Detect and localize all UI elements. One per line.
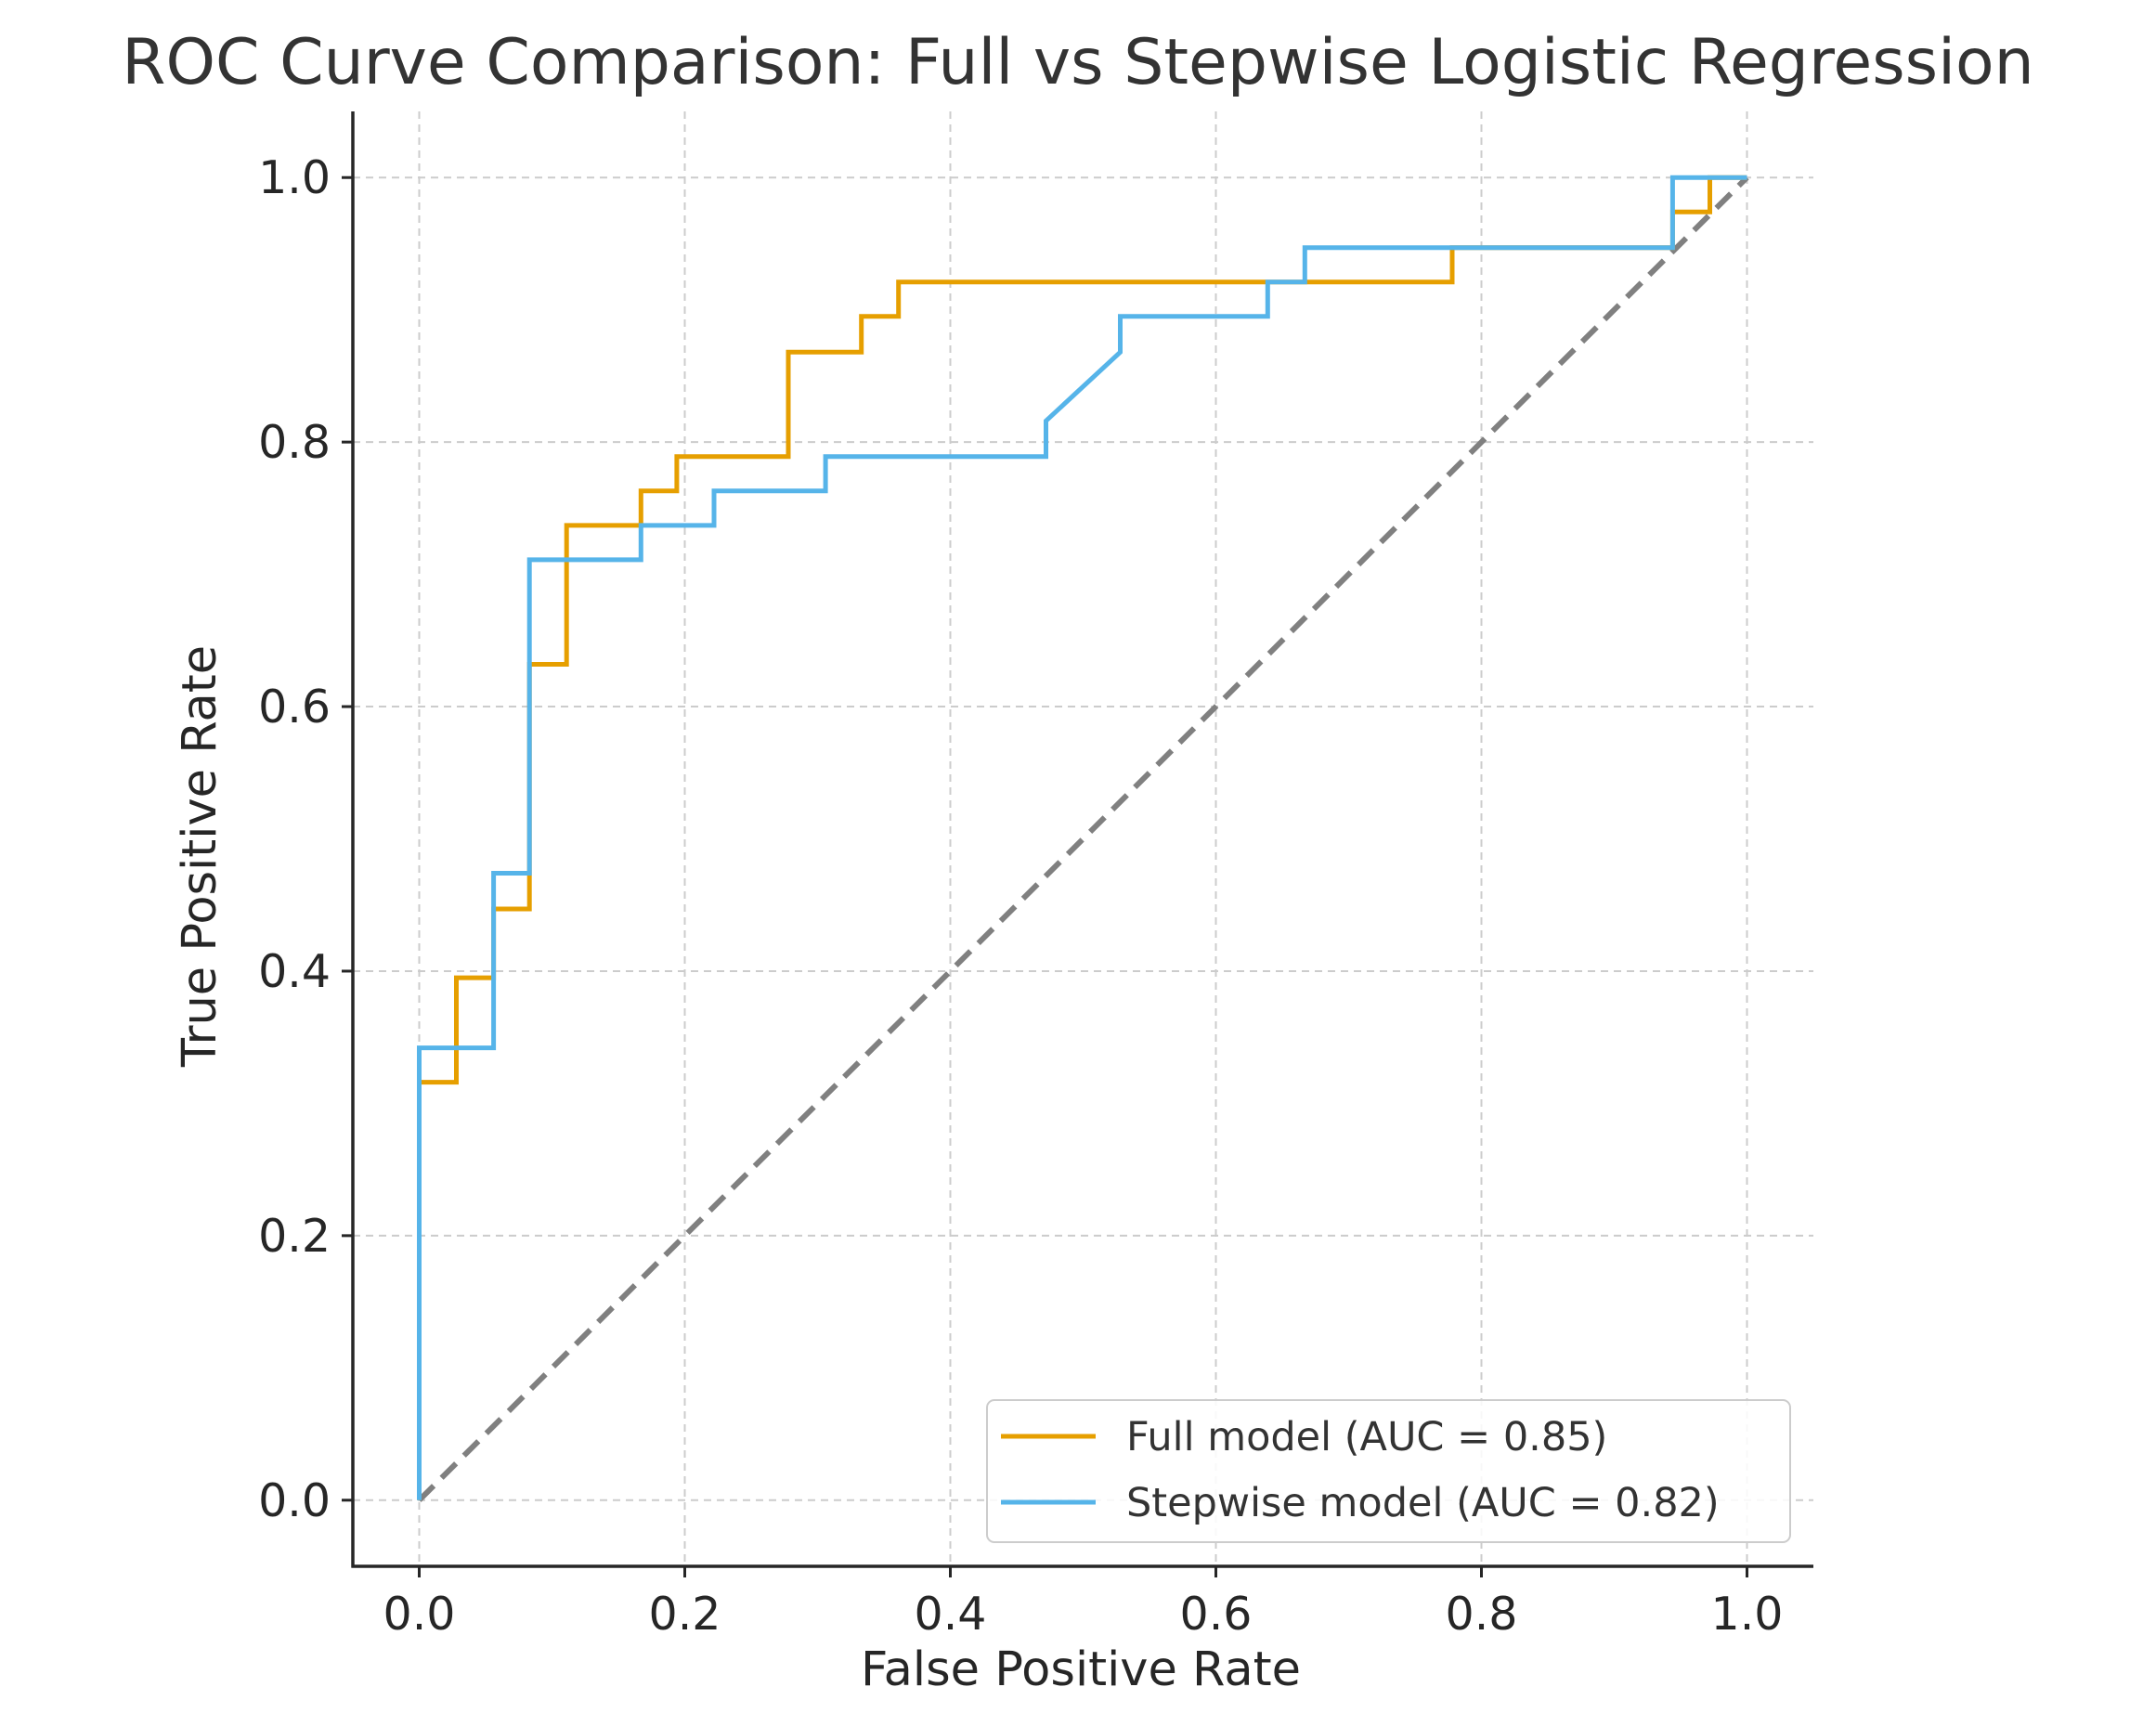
chart-title: ROC Curve Comparison: Full vs Stepwise L… — [122, 26, 2033, 99]
x-tick-label-0: 0.0 — [383, 1588, 456, 1641]
y-tick-label-5: 1.0 — [258, 151, 331, 204]
chance-diagonal-line — [417, 175, 1749, 1502]
legend-label-full: Full model (AUC = 0.85) — [1126, 1414, 1607, 1460]
y-tick-label-4: 0.8 — [258, 416, 331, 469]
series-layer — [417, 175, 1747, 1500]
x-tick-label-2: 0.4 — [915, 1588, 987, 1641]
legend-label-stepwise: Stepwise model (AUC = 0.82) — [1126, 1480, 1720, 1526]
axes — [351, 111, 1813, 1568]
chance-diagonal-layer — [417, 175, 1749, 1502]
x-tick-label-1: 0.2 — [649, 1588, 721, 1641]
x-tick-label-3: 0.6 — [1180, 1588, 1253, 1641]
legend: Full model (AUC = 0.85) Stepwise model (… — [986, 1399, 1791, 1543]
y-axis-label: True Positive Rate — [173, 645, 227, 1068]
y-tick-label-0: 0.0 — [258, 1474, 331, 1527]
y-tick-label-2: 0.4 — [258, 945, 331, 998]
x-axis-label: False Positive Rate — [861, 1642, 1301, 1697]
y-tick-label-3: 0.6 — [258, 681, 331, 733]
stepwise-model-roc-line — [417, 175, 1747, 1500]
y-tick-label-1: 0.2 — [258, 1210, 331, 1263]
legend-frame — [986, 1399, 1791, 1543]
x-tick-label-5: 1.0 — [1711, 1588, 1784, 1641]
x-tick-label-4: 0.8 — [1446, 1588, 1518, 1641]
ticks: 0.0 0.2 0.4 0.6 0.8 1.0 0.0 0.2 0.4 0.6 0.8 1.0 — [258, 151, 1783, 1641]
